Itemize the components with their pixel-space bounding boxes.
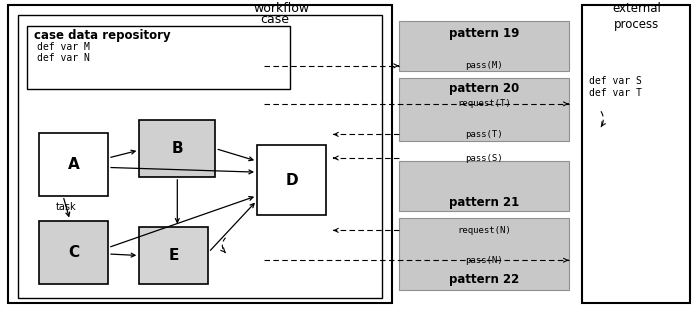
Text: A: A (67, 157, 79, 172)
Text: pattern 22: pattern 22 (448, 273, 519, 286)
FancyBboxPatch shape (582, 5, 690, 303)
Text: request(T): request(T) (457, 100, 511, 108)
FancyBboxPatch shape (139, 120, 215, 177)
Text: def var M
def var N: def var M def var N (37, 42, 90, 63)
Text: external
process: external process (612, 2, 661, 31)
Text: request(N): request(N) (457, 226, 511, 235)
Text: B: B (171, 141, 183, 156)
FancyBboxPatch shape (399, 218, 568, 290)
FancyBboxPatch shape (8, 5, 392, 303)
Text: D: D (285, 173, 298, 187)
FancyBboxPatch shape (399, 21, 568, 71)
Text: pass(T): pass(T) (465, 130, 502, 139)
Text: pattern 20: pattern 20 (448, 82, 519, 95)
FancyBboxPatch shape (257, 145, 326, 215)
Text: pass(M): pass(M) (465, 61, 502, 70)
Text: pass(S): pass(S) (465, 154, 502, 162)
Text: C: C (68, 245, 79, 260)
FancyBboxPatch shape (139, 227, 208, 284)
Text: task: task (56, 202, 77, 212)
FancyBboxPatch shape (39, 221, 108, 284)
FancyBboxPatch shape (18, 15, 382, 298)
Text: pattern 21: pattern 21 (448, 196, 519, 209)
Text: pass(N): pass(N) (465, 256, 502, 265)
Text: def var S
def var T: def var S def var T (589, 76, 642, 98)
Text: E: E (169, 248, 179, 263)
FancyBboxPatch shape (27, 26, 290, 89)
FancyBboxPatch shape (399, 78, 568, 141)
FancyBboxPatch shape (399, 161, 568, 211)
Text: case: case (260, 13, 289, 26)
Text: case data repository: case data repository (34, 29, 171, 42)
FancyBboxPatch shape (39, 133, 108, 196)
Text: pattern 19: pattern 19 (448, 27, 519, 40)
Text: workflow: workflow (253, 2, 310, 15)
